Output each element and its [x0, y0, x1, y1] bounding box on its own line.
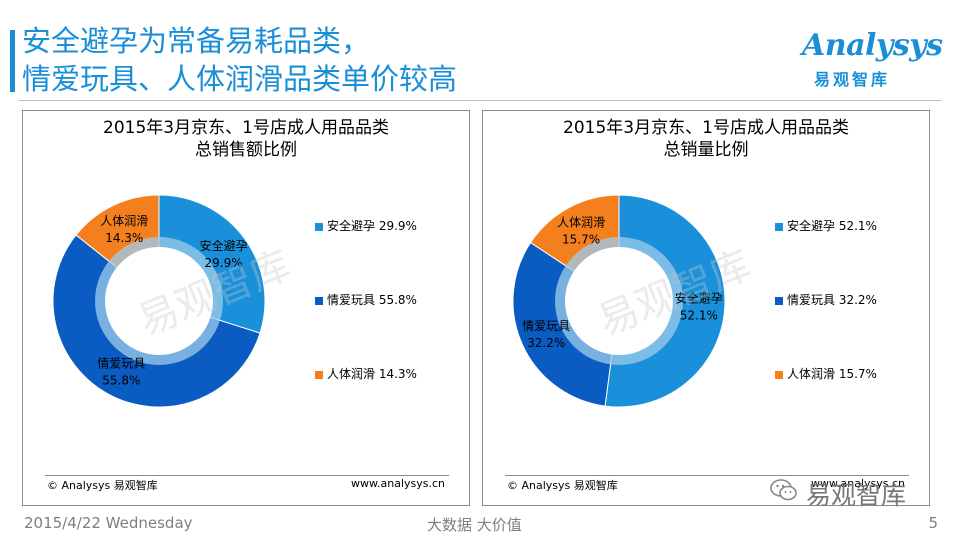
chart-title-line-2: 总销售额比例 — [195, 140, 297, 160]
slide-title-line-2: 情爱玩具、人体润滑品类单价较高 — [22, 62, 458, 96]
copyright-text: © Analysys 易观智库 — [507, 479, 618, 492]
chart-panel-sales-amount: 2015年3月京东、1号店成人用品品类 总销售额比例 安全避孕 29.9% 情爱玩具… — [22, 110, 470, 506]
chart-panel-sales-volume: 2015年3月京东、1号店成人用品品类 总销量比例 安全避孕 52.1% 情爱玩具 3… — [482, 110, 930, 506]
wechat-icon — [770, 479, 797, 501]
slide-title-line-1: 安全避孕为常备易耗品类， — [22, 24, 371, 58]
legend-item-lubricant: 人体润滑 15.7% — [775, 365, 877, 382]
chart-title-line-2: 总销量比例 — [663, 140, 749, 160]
legend-item-contraception: 安全避孕 29.9% — [315, 217, 417, 234]
data-label-category-contraception: 安全避孕 — [200, 238, 248, 253]
page-number: 5 — [928, 514, 938, 532]
chart-title-line-1: 2015年3月京东、1号店成人用品品类 — [563, 118, 849, 138]
data-label-category-adult-toys: 情爱玩具 — [522, 319, 570, 333]
data-label-value-contraception: 29.9% — [205, 256, 243, 270]
logo-chinese: 易观智库 — [814, 70, 891, 89]
wechat-badge: 易观智库 — [770, 474, 950, 510]
data-label-value-lubricant: 15.7% — [562, 233, 600, 247]
data-label-category-lubricant: 人体润滑 — [100, 214, 148, 228]
website-link[interactable]: www.analysys.cn — [351, 477, 445, 490]
chart-title: 2015年3月京东、1号店成人用品品类 总销量比例 — [483, 117, 929, 161]
data-label-category-lubricant: 人体润滑 — [557, 216, 605, 230]
slide-title: 安全避孕为常备易耗品类， 情爱玩具、人体润滑品类单价较高 — [22, 22, 457, 98]
legend-swatch — [775, 222, 783, 231]
panel-footer-divider — [505, 475, 909, 476]
legend-item-contraception: 安全避孕 52.1% — [775, 217, 877, 234]
legend-swatch — [315, 296, 323, 305]
data-label-value-adult-toys: 55.8% — [102, 374, 140, 388]
donut-chart-sales-volume: 安全避孕 52.1% 情爱玩具 32.2% 人体润滑 15.7% — [512, 194, 726, 408]
donut-hole — [105, 247, 213, 355]
legend-label: 人体润滑 15.7% — [787, 367, 877, 381]
data-label-category-adult-toys: 情爱玩具 — [97, 357, 145, 371]
analysys-logo: Analysys 易观智库 — [790, 22, 943, 92]
legend-swatch — [315, 370, 323, 379]
legend-label: 情爱玩具 55.8% — [327, 293, 417, 307]
data-label-category-contraception: 安全避孕 — [675, 290, 723, 305]
donut-chart-sales-amount: 安全避孕 29.9% 情爱玩具 55.8% 人体润滑 14.3% — [52, 194, 266, 408]
wechat-account-name: 易观智库 — [806, 481, 907, 510]
legend-label: 安全避孕 52.1% — [787, 219, 877, 233]
legend-item-lubricant: 人体润滑 14.3% — [315, 365, 417, 382]
legend-swatch — [775, 296, 783, 305]
donut-hole — [565, 247, 673, 355]
data-label-value-adult-toys: 32.2% — [527, 336, 565, 350]
copyright-text: © Analysys 易观智库 — [47, 479, 158, 492]
data-label-value-lubricant: 14.3% — [105, 231, 143, 245]
header-divider — [18, 100, 942, 101]
logo-wordmark: Analysys — [802, 28, 943, 63]
legend-label: 人体润滑 14.3% — [327, 367, 417, 381]
chart-title-line-1: 2015年3月京东、1号店成人用品品类 — [103, 118, 389, 138]
website-link[interactable]: www.analysys.cn — [811, 477, 905, 490]
legend-item-adult-toys: 情爱玩具 55.8% — [315, 291, 417, 308]
legend-swatch — [775, 370, 783, 379]
chart-title: 2015年3月京东、1号店成人用品品类 总销售额比例 — [23, 117, 469, 161]
legend-label: 安全避孕 29.9% — [327, 219, 417, 233]
panel-footer-divider — [45, 475, 449, 476]
title-accent-bar — [10, 30, 15, 92]
legend-item-adult-toys: 情爱玩具 32.2% — [775, 291, 877, 308]
legend-swatch — [315, 222, 323, 231]
slide-slogan: 大数据 大价值 — [427, 516, 522, 534]
slide-date: 2015/4/22 Wednesday — [24, 514, 193, 532]
legend-label: 情爱玩具 32.2% — [787, 293, 877, 307]
data-label-value-contraception: 52.1% — [680, 308, 718, 322]
